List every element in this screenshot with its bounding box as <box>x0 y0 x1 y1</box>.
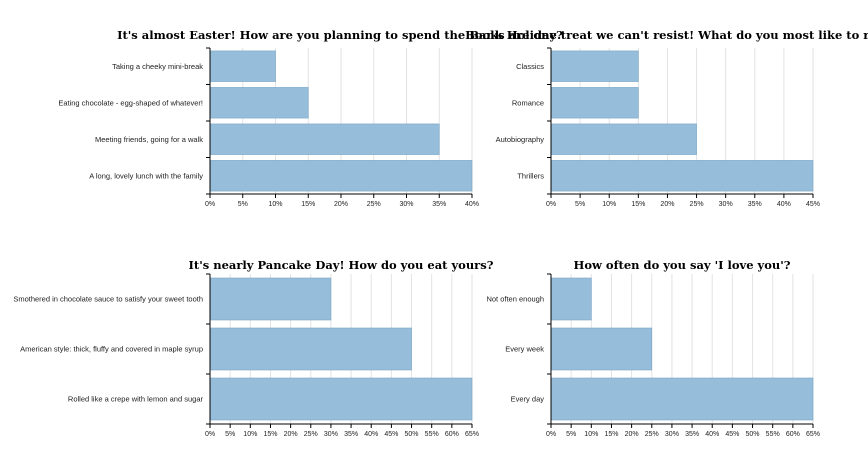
x-tick-label: 55% <box>766 431 780 438</box>
x-tick-label: 10% <box>602 201 616 208</box>
x-tick-label: 30% <box>719 201 733 208</box>
x-tick-label: 30% <box>399 201 413 208</box>
x-tick-label: 15% <box>604 431 618 438</box>
bar <box>209 277 332 321</box>
x-tick-label: 55% <box>425 431 439 438</box>
bar <box>209 377 473 421</box>
category-label: Taking a cheeky mini-break <box>112 62 203 71</box>
x-tick-label: 0% <box>205 201 215 208</box>
x-tick-label: 5% <box>566 431 576 438</box>
x-tick-label: 25% <box>690 201 704 208</box>
x-tick-label: 0% <box>546 201 556 208</box>
bar <box>209 327 412 371</box>
bar <box>550 277 592 321</box>
x-tick-label: 35% <box>344 431 358 438</box>
bar <box>209 87 309 119</box>
x-tick-label: 40% <box>465 201 479 208</box>
x-tick-label: 5% <box>225 431 235 438</box>
category-label: Rolled like a crepe with lemon and sugar <box>68 395 204 404</box>
x-tick-label: 45% <box>806 201 820 208</box>
x-tick-label: 20% <box>660 201 674 208</box>
x-tick-label: 25% <box>304 431 318 438</box>
x-tick-label: 10% <box>268 201 282 208</box>
x-tick-label: 20% <box>334 201 348 208</box>
x-tick-label: 65% <box>465 431 479 438</box>
x-tick-label: 5% <box>238 201 248 208</box>
bar <box>209 123 440 155</box>
x-tick-label: 5% <box>575 201 585 208</box>
bar <box>550 123 697 155</box>
x-tick-label: 35% <box>432 201 446 208</box>
category-label: Romance <box>512 98 544 107</box>
bar <box>550 377 814 421</box>
chart-title: It's almost Easter! How are you planning… <box>117 28 563 42</box>
x-tick-label: 30% <box>665 431 679 438</box>
x-tick-label: 20% <box>625 431 639 438</box>
category-label: Autobiography <box>496 135 545 144</box>
x-tick-label: 15% <box>263 431 277 438</box>
chart-title: How often do you say 'I love you'? <box>573 258 790 272</box>
bar <box>550 50 639 82</box>
x-tick-label: 60% <box>445 431 459 438</box>
category-label: American style: thick, fluffy and covere… <box>20 345 203 354</box>
x-tick-label: 45% <box>384 431 398 438</box>
bar <box>550 327 653 371</box>
category-label: Eating chocolate - egg-shaped of whateve… <box>58 98 203 107</box>
x-tick-label: 50% <box>746 431 760 438</box>
chart-2: Books are one treat we can't resist! Wha… <box>465 28 868 208</box>
x-tick-label: 10% <box>243 431 257 438</box>
category-label: Thrillers <box>517 171 544 180</box>
category-label: A long, lovely lunch with the family <box>89 171 203 180</box>
x-tick-label: 60% <box>786 431 800 438</box>
category-label: Classics <box>516 62 544 71</box>
bar <box>209 50 276 82</box>
chart-title: It's nearly Pancake Day! How do you eat … <box>189 258 494 272</box>
bar <box>550 87 639 119</box>
chart-4: How often do you say 'I love you'? 0% 5% 10… <box>486 258 820 438</box>
category-label: Every day <box>511 395 545 404</box>
category-label: Smothered in chocolate sauce to satisfy … <box>13 295 203 304</box>
bar <box>550 160 814 192</box>
x-tick-label: 30% <box>324 431 338 438</box>
x-tick-label: 15% <box>631 201 645 208</box>
x-tick-label: 50% <box>405 431 419 438</box>
x-tick-label: 40% <box>777 201 791 208</box>
chart-1: It's almost Easter! How are you planning… <box>58 28 563 208</box>
x-tick-label: 0% <box>205 431 215 438</box>
x-tick-label: 45% <box>725 431 739 438</box>
category-label: Every week <box>505 345 544 354</box>
chart-3: It's nearly Pancake Day! How do you eat … <box>13 258 493 438</box>
category-label: Meeting friends, going for a walk <box>95 135 203 144</box>
x-tick-label: 25% <box>367 201 381 208</box>
x-tick-label: 65% <box>806 431 820 438</box>
x-tick-label: 0% <box>546 431 556 438</box>
x-tick-label: 40% <box>705 431 719 438</box>
bar <box>209 160 473 192</box>
x-tick-label: 25% <box>645 431 659 438</box>
x-tick-label: 35% <box>685 431 699 438</box>
x-tick-label: 15% <box>301 201 315 208</box>
x-tick-label: 40% <box>364 431 378 438</box>
x-tick-label: 20% <box>284 431 298 438</box>
x-tick-label: 35% <box>748 201 762 208</box>
category-label: Not often enough <box>486 295 544 304</box>
x-tick-label: 10% <box>584 431 598 438</box>
chart-title: Books are one treat we can't resist! Wha… <box>465 28 868 42</box>
